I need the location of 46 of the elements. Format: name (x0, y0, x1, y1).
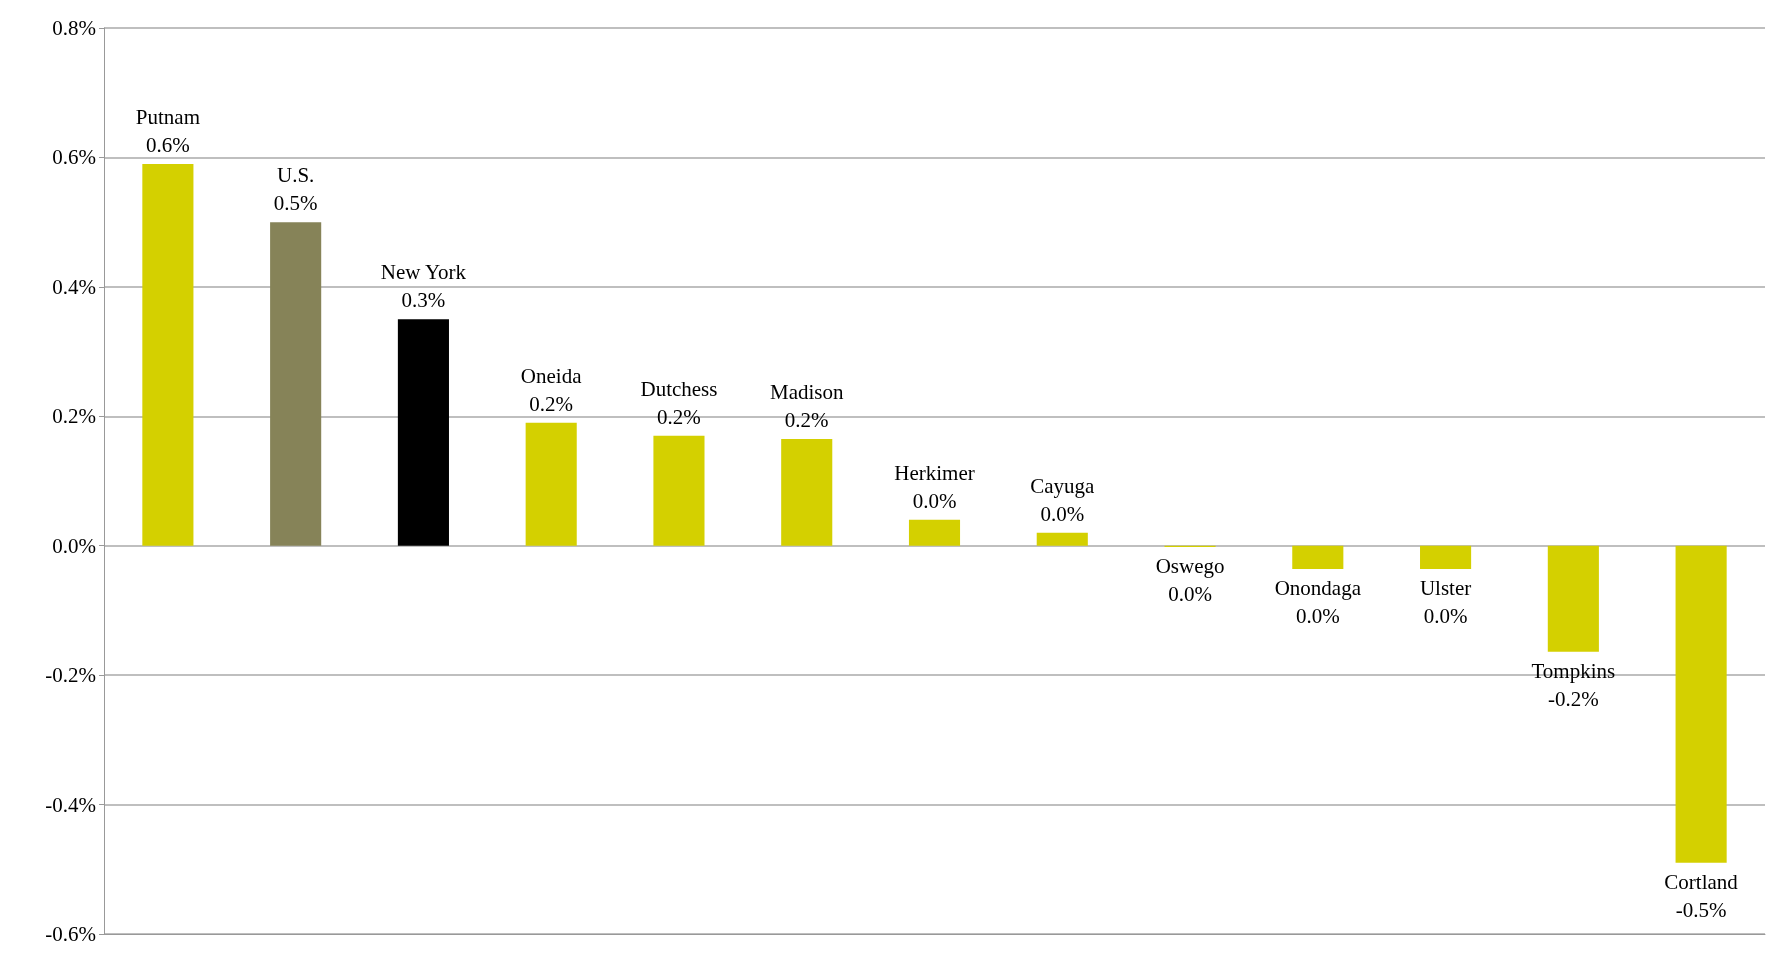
x-tick-label: Herkimer (894, 460, 975, 485)
bar (142, 163, 194, 546)
y-tick-label: -0.2% (45, 663, 96, 688)
y-tick-label: -0.4% (45, 792, 96, 817)
bar (525, 422, 577, 546)
y-tick-label: 0.8% (52, 16, 96, 40)
x-tick-label: New York (380, 260, 467, 285)
bar (397, 319, 449, 546)
y-tick-label: 0.0% (52, 533, 96, 558)
y-tick-label: 0.6% (52, 145, 96, 170)
y-tick-label: -0.6% (45, 922, 96, 946)
data-label: 0.0% (1423, 604, 1468, 629)
data-label: 0.5% (273, 191, 318, 216)
data-label: -0.2% (1547, 686, 1599, 711)
bar (1036, 532, 1088, 546)
x-tick-label: Dutchess (640, 376, 718, 401)
data-label: 0.0% (1168, 582, 1212, 607)
data-label: 0.2% (529, 391, 574, 416)
x-tick-label: Oneida (520, 363, 583, 388)
y-tick-label: 0.2% (52, 404, 96, 429)
x-tick-label: Madison (769, 379, 844, 404)
x-tick-label: Ulster (1419, 576, 1472, 601)
y-tick-label: 0.4% (52, 274, 96, 299)
x-tick-label: Putnam (135, 104, 200, 129)
bar (1420, 545, 1472, 570)
data-label: 0.6% (146, 132, 190, 157)
x-tick-label: Tompkins (1531, 658, 1616, 683)
bar (1675, 545, 1727, 863)
bar (781, 438, 833, 546)
x-tick-label: Oswego (1155, 554, 1225, 579)
data-label: 0.0% (912, 488, 957, 513)
data-label: -0.5% (1675, 897, 1727, 922)
bar (653, 435, 705, 546)
data-label: 0.2% (657, 404, 701, 429)
bar (1547, 545, 1599, 652)
x-tick-label: Cortland (1664, 869, 1739, 894)
bar (908, 519, 961, 546)
bar (270, 222, 322, 546)
data-label: 0.3% (401, 288, 446, 313)
x-tick-label: U.S. (276, 163, 315, 188)
data-label: 0.0% (1295, 604, 1340, 629)
x-tick-label: Onondaga (1274, 576, 1362, 601)
x-tick-label: Cayuga (1030, 473, 1096, 498)
data-label: 0.2% (784, 407, 829, 432)
bar (1292, 545, 1344, 570)
data-label: 0.0% (1040, 501, 1085, 526)
